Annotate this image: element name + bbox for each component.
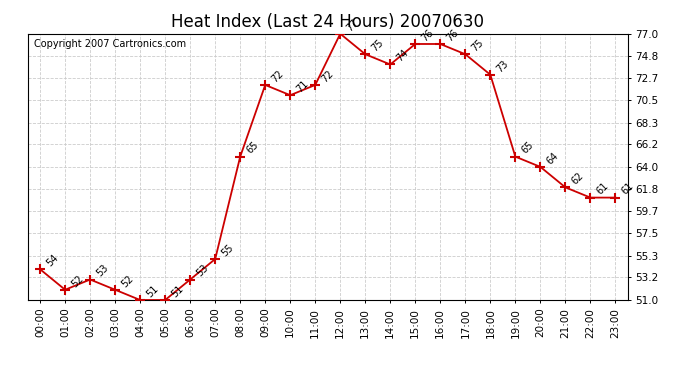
Text: 65: 65 — [244, 140, 260, 156]
Title: Heat Index (Last 24 Hours) 20070630: Heat Index (Last 24 Hours) 20070630 — [171, 13, 484, 31]
Text: 76: 76 — [420, 27, 435, 43]
Text: 73: 73 — [495, 58, 511, 74]
Text: 54: 54 — [44, 253, 60, 268]
Text: 64: 64 — [544, 150, 560, 166]
Text: 55: 55 — [219, 242, 235, 258]
Text: 75: 75 — [369, 38, 385, 54]
Text: 65: 65 — [520, 140, 535, 156]
Text: 61: 61 — [620, 181, 635, 197]
Text: 61: 61 — [595, 181, 610, 197]
Text: 71: 71 — [295, 79, 310, 94]
Text: 74: 74 — [395, 48, 411, 64]
Text: 51: 51 — [144, 284, 160, 299]
Text: 52: 52 — [119, 273, 135, 289]
Text: 77: 77 — [344, 17, 360, 33]
Text: 72: 72 — [269, 68, 285, 84]
Text: 52: 52 — [69, 273, 85, 289]
Text: 53: 53 — [95, 263, 110, 279]
Text: Copyright 2007 Cartronics.com: Copyright 2007 Cartronics.com — [34, 39, 186, 49]
Text: 51: 51 — [169, 284, 185, 299]
Text: 72: 72 — [319, 68, 335, 84]
Text: 75: 75 — [469, 38, 485, 54]
Text: 53: 53 — [195, 263, 210, 279]
Text: 62: 62 — [569, 171, 585, 187]
Text: 76: 76 — [444, 27, 460, 43]
